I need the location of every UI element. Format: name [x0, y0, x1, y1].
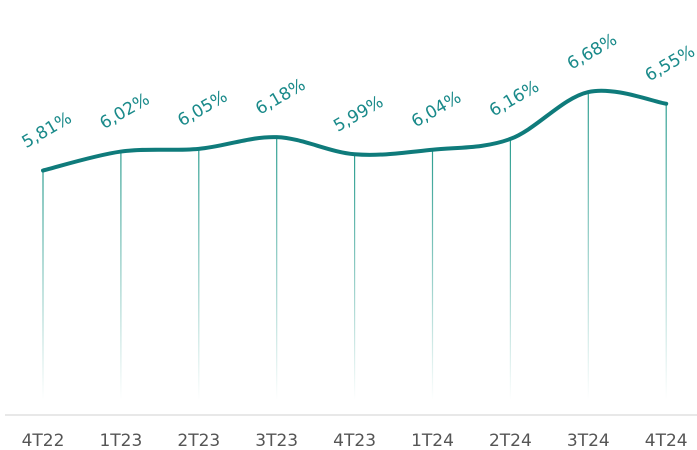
drop-line: [120, 151, 122, 400]
drop-line: [665, 103, 667, 400]
drop-line: [276, 137, 278, 400]
drop-line: [587, 92, 589, 401]
x-tick-label: 4T22: [22, 431, 65, 450]
drop-line: [509, 138, 511, 400]
x-tick-label: 1T23: [99, 431, 142, 450]
value-label: 6,05%: [174, 87, 231, 131]
x-tick-label: 4T23: [333, 431, 376, 450]
value-label: 6,55%: [642, 42, 697, 86]
drop-line: [431, 149, 434, 400]
drop-line: [354, 154, 356, 400]
x-tick-label: 2T23: [177, 431, 220, 450]
value-label: 6,02%: [97, 89, 154, 133]
x-tick-label: 4T24: [645, 431, 688, 450]
drop-line: [198, 148, 200, 400]
x-tick-label: 3T24: [567, 431, 610, 450]
line: [41, 88, 669, 173]
value-label: 6,18%: [252, 75, 309, 119]
value-label: 5,99%: [330, 92, 387, 136]
x-tick-label: 3T23: [255, 431, 298, 450]
x-tick-label: 2T24: [489, 431, 532, 450]
value-label: 6,16%: [486, 77, 543, 121]
drop-line: [42, 170, 44, 400]
value-label: 6,04%: [408, 88, 465, 132]
x-tick-label: 1T24: [411, 431, 454, 450]
value-label: 5,81%: [19, 108, 76, 152]
value-label: 6,68%: [564, 30, 621, 74]
